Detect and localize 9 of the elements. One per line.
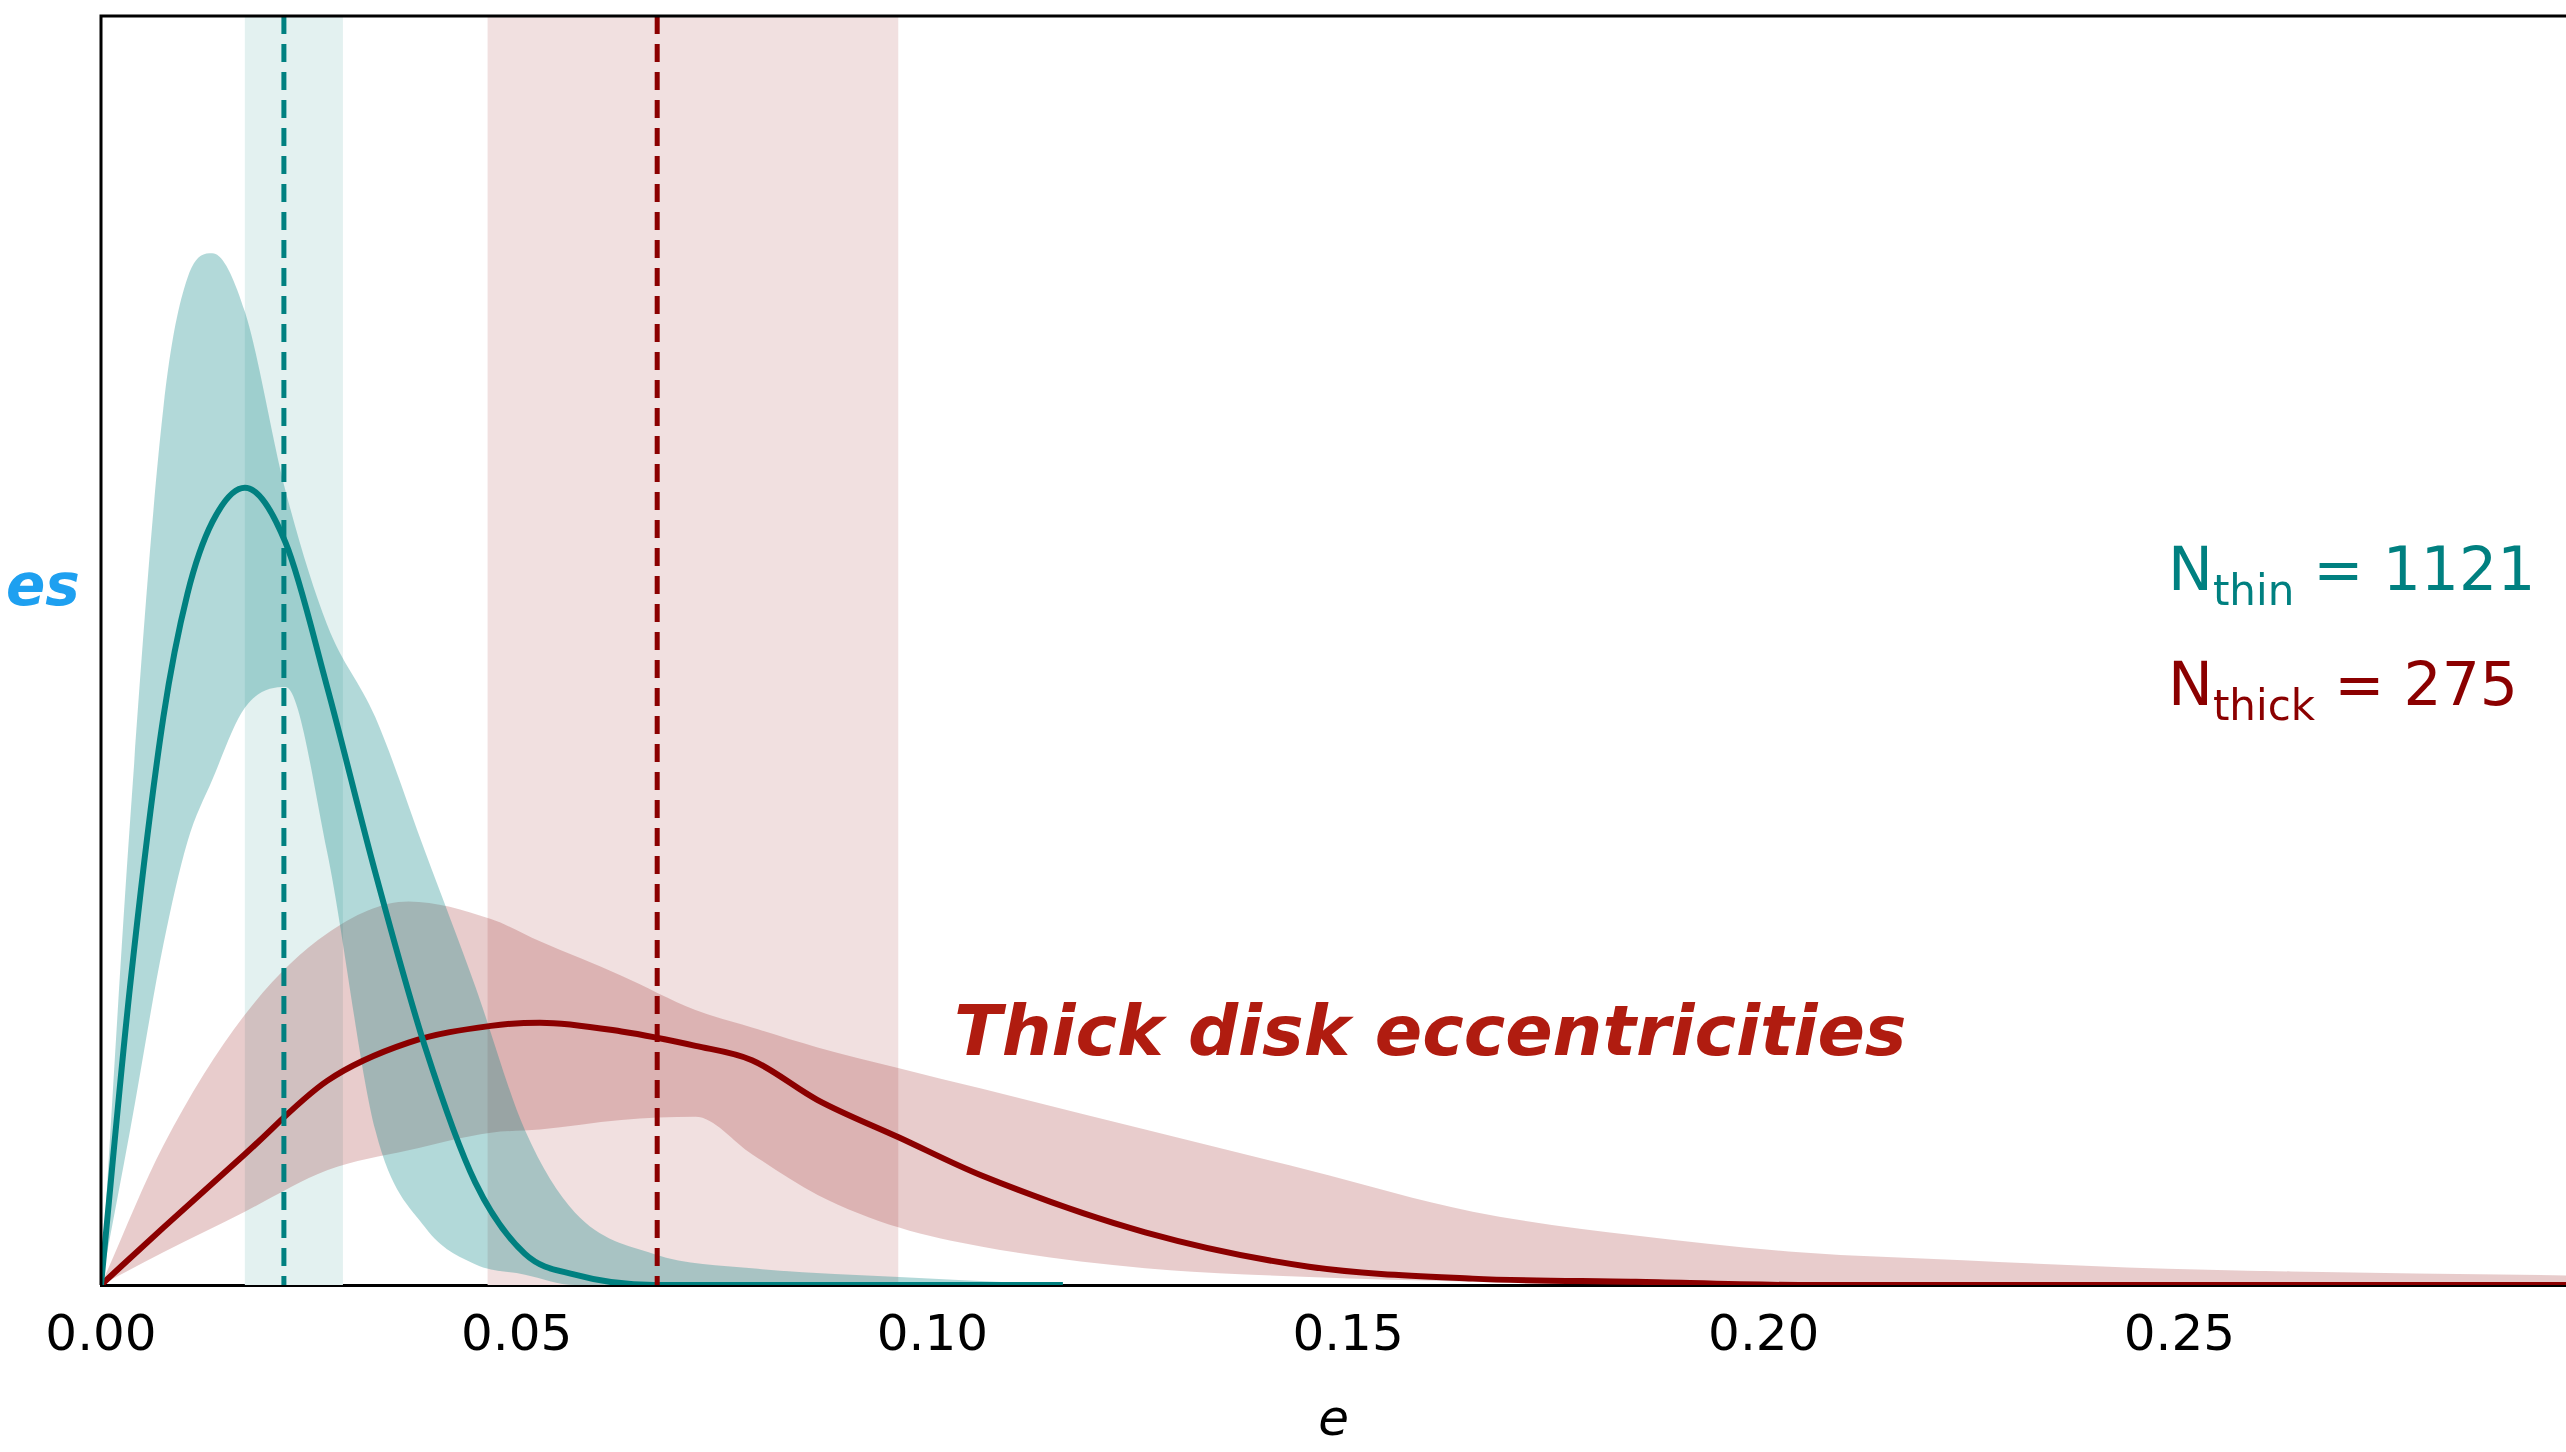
x-tick-label: 0.25 <box>2123 1303 2236 1362</box>
x-tick-label: 0.15 <box>1292 1303 1404 1362</box>
x-tick-label: 0.00 <box>45 1303 157 1362</box>
x-tick-label: 0.05 <box>461 1303 573 1362</box>
x-axis-title: e <box>1318 1388 1349 1447</box>
x-tick-label: 0.20 <box>1708 1303 1820 1362</box>
text: es <box>6 551 80 619</box>
annotation: Thick disk eccentricities <box>954 990 1907 1072</box>
x-tick-label: 0.10 <box>876 1303 989 1362</box>
